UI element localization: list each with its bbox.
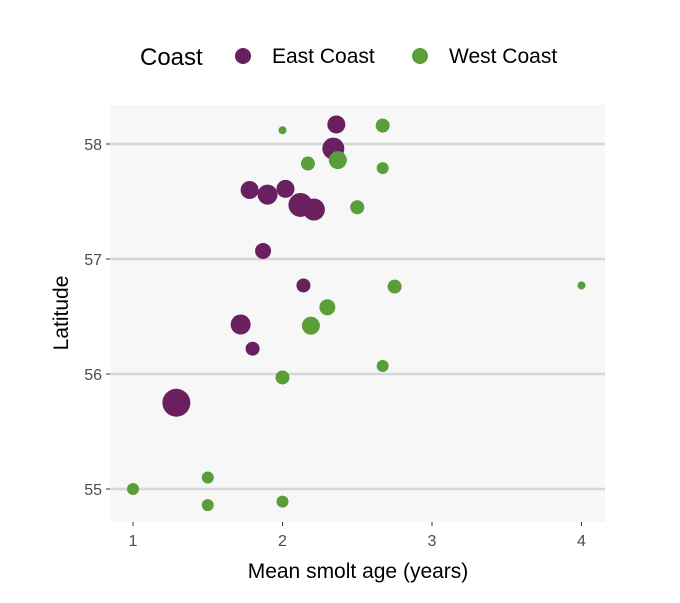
data-point-east-coast — [245, 341, 260, 356]
legend: Coast East Coast West Coast — [140, 44, 557, 71]
data-point-west-coast — [127, 483, 139, 495]
data-point-east-coast — [255, 242, 272, 259]
data-point-west-coast — [376, 162, 389, 175]
y-tick-label: 57 — [84, 252, 102, 269]
data-point-west-coast — [201, 471, 214, 484]
legend-title: Coast — [140, 44, 203, 71]
data-point-west-coast — [375, 118, 390, 133]
legend-label-east: East Coast — [272, 45, 375, 68]
data-point-east-coast — [327, 115, 346, 134]
data-point-west-coast — [577, 281, 586, 290]
x-axis-label: Mean smolt age (years) — [248, 560, 469, 583]
data-point-west-coast — [319, 299, 336, 316]
legend-marker-west — [412, 48, 428, 64]
y-tick-label: 58 — [84, 137, 102, 154]
y-axis-label: Latitude — [50, 276, 73, 351]
data-point-west-coast — [275, 370, 290, 385]
data-point-east-coast — [296, 278, 311, 293]
data-point-west-coast — [276, 495, 289, 508]
data-point-west-coast — [301, 316, 320, 335]
data-point-east-coast — [230, 314, 251, 335]
plot-panel — [110, 105, 605, 522]
legend-label-west: West Coast — [449, 45, 557, 68]
data-point-west-coast — [328, 151, 347, 170]
data-point-west-coast — [201, 499, 214, 512]
data-point-east-coast — [240, 181, 259, 199]
data-point-east-coast — [302, 198, 325, 221]
data-point-west-coast — [300, 156, 315, 171]
data-point-west-coast — [278, 126, 287, 135]
data-point-east-coast — [276, 179, 295, 198]
legend-marker-east — [235, 48, 251, 64]
data-point-west-coast — [387, 279, 402, 294]
x-tick-label: 2 — [278, 533, 287, 550]
x-tick-label: 3 — [428, 533, 437, 550]
x-tick-label: 4 — [577, 533, 586, 550]
y-tick-label: 55 — [84, 482, 102, 499]
data-point-west-coast — [376, 359, 389, 372]
data-point-west-coast — [350, 200, 365, 215]
x-tick-label: 1 — [129, 533, 138, 550]
data-point-east-coast — [257, 184, 278, 205]
y-tick-label: 56 — [84, 367, 102, 384]
data-point-east-coast — [162, 388, 191, 417]
